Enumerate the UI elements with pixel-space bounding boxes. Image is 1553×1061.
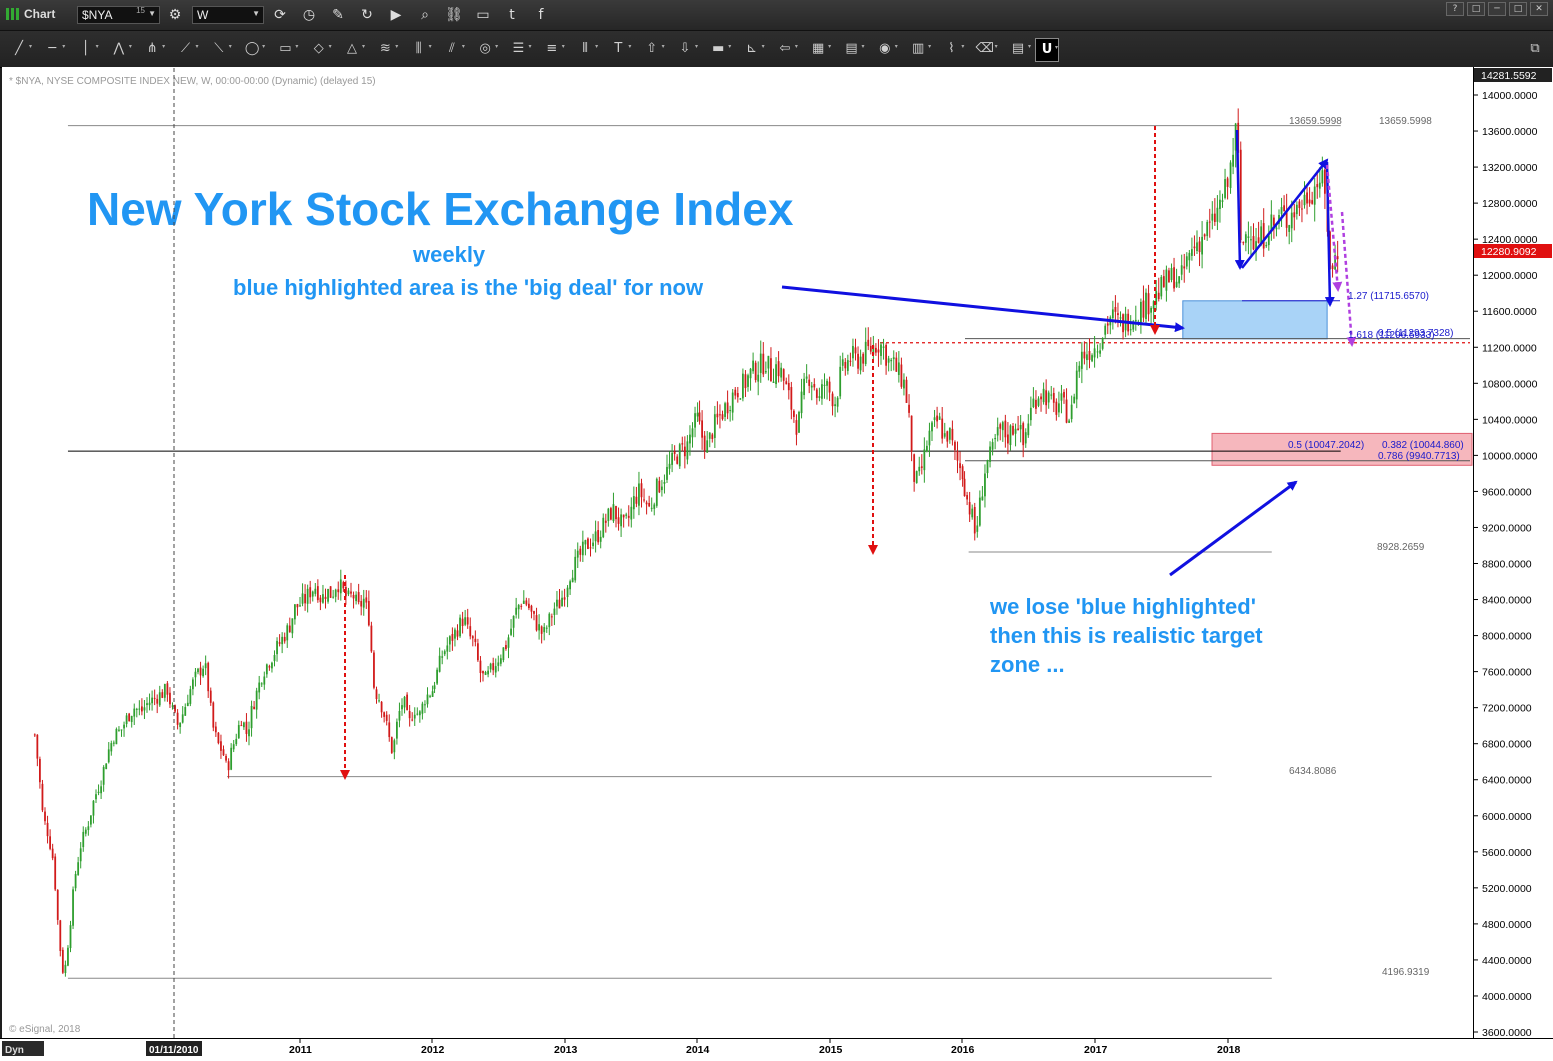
zigzag-tool-icon[interactable]: ⌇ ▾ bbox=[948, 41, 965, 56]
circles-tool-icon[interactable]: ◎ ▾ bbox=[479, 41, 499, 56]
symbol-input[interactable]: $NYA 15 ▼ bbox=[77, 6, 160, 24]
time-axis[interactable] bbox=[0, 1038, 1553, 1061]
search-icon[interactable]: ⌕ bbox=[421, 7, 429, 23]
pencil-icon[interactable]: ✎ bbox=[332, 7, 344, 23]
close-icon[interactable]: ✕ bbox=[1530, 2, 1548, 16]
fib-lines-tool-icon[interactable]: ≡ ▾ bbox=[546, 41, 565, 56]
restore-icon[interactable]: □ bbox=[1467, 2, 1485, 16]
grid-tool-icon[interactable]: ▦ ▾ bbox=[812, 41, 832, 56]
mode-tool-icon[interactable]: ▤ ▾ bbox=[845, 41, 865, 56]
interval-value: W bbox=[197, 8, 209, 22]
chat-icon[interactable]: ▭ bbox=[476, 7, 490, 23]
horizontal-line-tool-icon[interactable]: ─ ▾ bbox=[48, 41, 66, 56]
symbol-settings-icon[interactable]: ⚙ bbox=[168, 7, 182, 23]
clock-icon[interactable]: ◷ bbox=[302, 7, 316, 23]
diamond-tool-icon[interactable]: ◇ ▾ bbox=[313, 41, 332, 56]
time-tool-icon[interactable]: ◉ ▾ bbox=[879, 41, 898, 56]
arrow-left-tool-icon[interactable]: ⇦ ▾ bbox=[779, 41, 798, 56]
parallel-tool-icon[interactable]: ⫽ ▾ bbox=[448, 41, 465, 56]
cycle-lines-tool-icon[interactable]: ⦀ ▾ bbox=[582, 41, 599, 56]
drawing-toolbar bbox=[0, 31, 1553, 68]
polyline-tool-icon[interactable]: ⋀ ▾ bbox=[113, 41, 132, 56]
trendline-tool-icon[interactable]: ╱ ▾ bbox=[15, 41, 32, 56]
twitter-icon[interactable]: t bbox=[509, 7, 515, 23]
arrow-up-tool-icon[interactable]: ⇧ ▾ bbox=[646, 41, 665, 56]
window-title-text: Chart bbox=[24, 7, 56, 21]
link-icon[interactable]: ⛓ bbox=[445, 7, 463, 23]
gann-tool-icon[interactable]: ⟍ ▾ bbox=[214, 41, 232, 56]
axis-tool-icon[interactable]: ⊾ ▾ bbox=[746, 41, 765, 56]
chart-app-icon bbox=[6, 8, 20, 20]
window-title: Chart bbox=[6, 7, 55, 21]
panel-settings-icon[interactable]: ⧉ bbox=[1530, 41, 1540, 56]
chevron-down-icon[interactable]: ▼ bbox=[252, 9, 260, 18]
play-icon[interactable]: ▶ bbox=[390, 7, 402, 23]
help-icon[interactable]: ? bbox=[1446, 2, 1464, 16]
maximize-icon[interactable]: □ bbox=[1509, 2, 1527, 16]
channel-tool-icon[interactable]: ≋ ▾ bbox=[379, 41, 399, 56]
fan-tool-icon[interactable]: ⟋ ▾ bbox=[180, 41, 199, 56]
rectangle-tool-icon[interactable]: ▭ ▾ bbox=[279, 41, 299, 56]
title-bar: Chart $NYA 15 ▼ ⚙ W ▼ ⟳ ◷ ✎ ↻ ▶ ⌕ ⛓ ▭ t f ? □ ─ □ ✕ bbox=[0, 0, 1553, 31]
pti-tool-icon[interactable]: ▥ ▾ bbox=[911, 41, 932, 56]
refresh-icon[interactable]: ⟳ bbox=[274, 7, 286, 23]
symbol-delay-badge: 15 bbox=[136, 6, 145, 15]
price-axis[interactable] bbox=[1473, 67, 1553, 1038]
eraser-tool-icon[interactable]: ⌫ ▾ bbox=[975, 41, 998, 56]
minimize-icon[interactable]: ─ bbox=[1488, 2, 1506, 16]
arrow-down-tool-icon[interactable]: ⇩ ▾ bbox=[679, 41, 698, 56]
comment-tool-icon[interactable]: ▤ ▾ bbox=[1011, 41, 1031, 56]
facebook-icon[interactable]: f bbox=[538, 7, 544, 23]
vertical-line-tool-icon[interactable]: │ ▾ bbox=[81, 41, 99, 56]
cycle-icon[interactable]: ↻ bbox=[361, 7, 373, 23]
magnet-tool-icon[interactable]: U ▾ bbox=[1035, 38, 1059, 62]
symbol-value: $NYA bbox=[82, 8, 113, 22]
fib-retrace-tool-icon[interactable]: ☰ ▾ bbox=[512, 41, 532, 56]
pitchfork-tool-icon[interactable]: ⋔ ▾ bbox=[146, 41, 166, 56]
interval-select[interactable]: W ▼ bbox=[192, 6, 264, 24]
triangle-tool-icon[interactable]: △ ▾ bbox=[347, 41, 365, 56]
bars-pattern-tool-icon[interactable]: ⫼ ▾ bbox=[415, 41, 432, 56]
highlight-tool-icon[interactable]: ▬ ▾ bbox=[712, 41, 732, 56]
text-tool-icon[interactable]: T ▾ bbox=[614, 41, 632, 56]
chevron-down-icon[interactable]: ▼ bbox=[148, 9, 156, 18]
chart-area[interactable] bbox=[2, 67, 1473, 1038]
ellipse-tool-icon[interactable]: ◯ ▾ bbox=[244, 41, 266, 56]
